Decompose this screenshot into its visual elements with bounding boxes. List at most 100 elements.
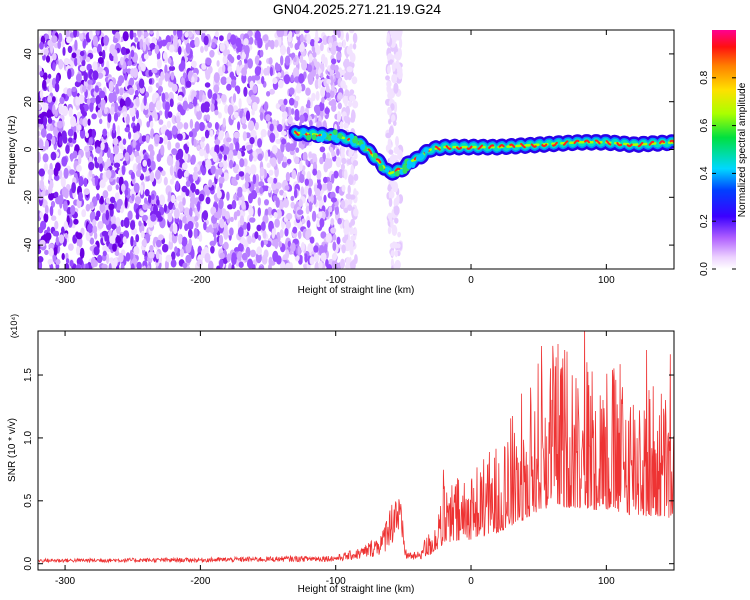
noise-speckle: [59, 96, 65, 105]
noise-speckle: [280, 261, 286, 269]
noise-speckle: [292, 226, 298, 234]
noise-speckle: [55, 258, 61, 265]
noise-speckle: [313, 253, 320, 263]
noise-speckle: [311, 210, 317, 222]
colorbar-tick-label: 0.4: [699, 166, 710, 180]
noise-speckle: [291, 52, 296, 59]
noise-speckle: [236, 64, 241, 76]
noise-speckle: [283, 74, 291, 85]
noise-speckle: [243, 38, 249, 46]
ridge-blob: [334, 137, 340, 144]
noise-speckle: [257, 234, 262, 241]
noise-speckle: [342, 39, 346, 48]
noise-speckle: [390, 103, 395, 111]
noise-speckle: [305, 205, 310, 215]
noise-speckle: [193, 166, 198, 173]
noise-speckle: [323, 243, 328, 253]
noise-speckle: [68, 243, 74, 251]
noise-speckle: [183, 207, 190, 217]
noise-speckle: [44, 139, 50, 150]
noise-speckle: [264, 150, 269, 162]
noise-speckle: [167, 140, 172, 151]
noise-speckle: [133, 182, 140, 193]
noise-speckle: [330, 227, 337, 234]
noise-speckle: [297, 209, 304, 215]
noise-speckle: [196, 110, 202, 121]
noise-speckle: [249, 137, 255, 145]
noise-speckle: [138, 220, 142, 227]
noise-speckle: [277, 72, 282, 78]
noise-speckle: [332, 241, 337, 251]
noise-speckle: [168, 44, 175, 53]
noise-speckle: [280, 104, 286, 112]
noise-speckle: [67, 45, 73, 54]
noise-speckle: [188, 131, 194, 138]
noise-speckle: [190, 94, 194, 100]
y-tick-label: -40: [23, 237, 34, 252]
ridge-blob: [402, 167, 408, 174]
noise-speckle: [105, 169, 112, 179]
noise-speckle: [246, 144, 253, 151]
noise-speckle: [265, 42, 269, 51]
snr-xlabel: Height of straight line (km): [298, 584, 415, 595]
noise-speckle: [67, 128, 74, 137]
noise-speckle: [329, 90, 335, 99]
noise-speckle: [267, 206, 273, 216]
noise-speckle: [113, 200, 117, 209]
noise-speckle: [391, 61, 396, 72]
noise-speckle: [206, 114, 211, 122]
noise-speckle: [63, 167, 69, 179]
noise-speckle: [308, 187, 312, 197]
noise-speckle: [325, 259, 329, 268]
noise-speckle: [44, 34, 50, 40]
noise-speckle: [171, 83, 178, 93]
noise-speckle: [248, 207, 254, 217]
noise-speckle: [331, 252, 338, 261]
noise-speckle: [149, 120, 154, 129]
noise-speckle: [160, 125, 167, 135]
noise-speckle: [181, 236, 188, 247]
noise-speckle: [105, 197, 110, 204]
noise-speckle: [268, 263, 272, 269]
noise-speckle: [79, 118, 84, 125]
noise-speckle: [229, 227, 234, 236]
noise-speckle: [329, 191, 336, 200]
noise-speckle: [353, 32, 357, 42]
noise-speckle: [316, 169, 322, 180]
noise-speckle: [294, 115, 300, 121]
x-tick-label: -200: [190, 576, 210, 587]
noise-speckle: [223, 154, 227, 161]
noise-speckle: [343, 122, 348, 129]
noise-speckle: [176, 30, 183, 39]
noise-speckle: [74, 57, 78, 67]
noise-speckle: [346, 66, 353, 73]
noise-speckle: [347, 71, 355, 77]
noise-speckle: [85, 56, 91, 63]
noise-speckle: [335, 156, 342, 168]
noise-speckle: [224, 146, 230, 155]
noise-speckle: [391, 181, 399, 193]
noise-speckle: [263, 185, 270, 192]
noise-speckle: [226, 83, 232, 91]
noise-speckle: [46, 133, 53, 141]
noise-speckle: [395, 51, 402, 61]
noise-speckle: [139, 210, 144, 217]
noise-speckle: [45, 55, 51, 63]
noise-speckle: [290, 242, 296, 252]
noise-speckle: [61, 105, 69, 117]
noise-speckle: [156, 30, 160, 40]
noise-speckle: [169, 178, 174, 185]
noise-speckle: [39, 211, 43, 219]
noise-speckle: [217, 168, 223, 176]
noise-speckle: [294, 156, 300, 165]
noise-speckle: [155, 251, 160, 260]
noise-speckle: [227, 104, 234, 116]
ridge-blob: [349, 133, 355, 140]
noise-speckle: [85, 203, 91, 212]
noise-speckle: [77, 57, 81, 66]
noise-speckle: [78, 154, 82, 165]
noise-speckle: [250, 164, 257, 175]
noise-speckle: [78, 94, 85, 104]
noise-speckle: [299, 114, 305, 124]
